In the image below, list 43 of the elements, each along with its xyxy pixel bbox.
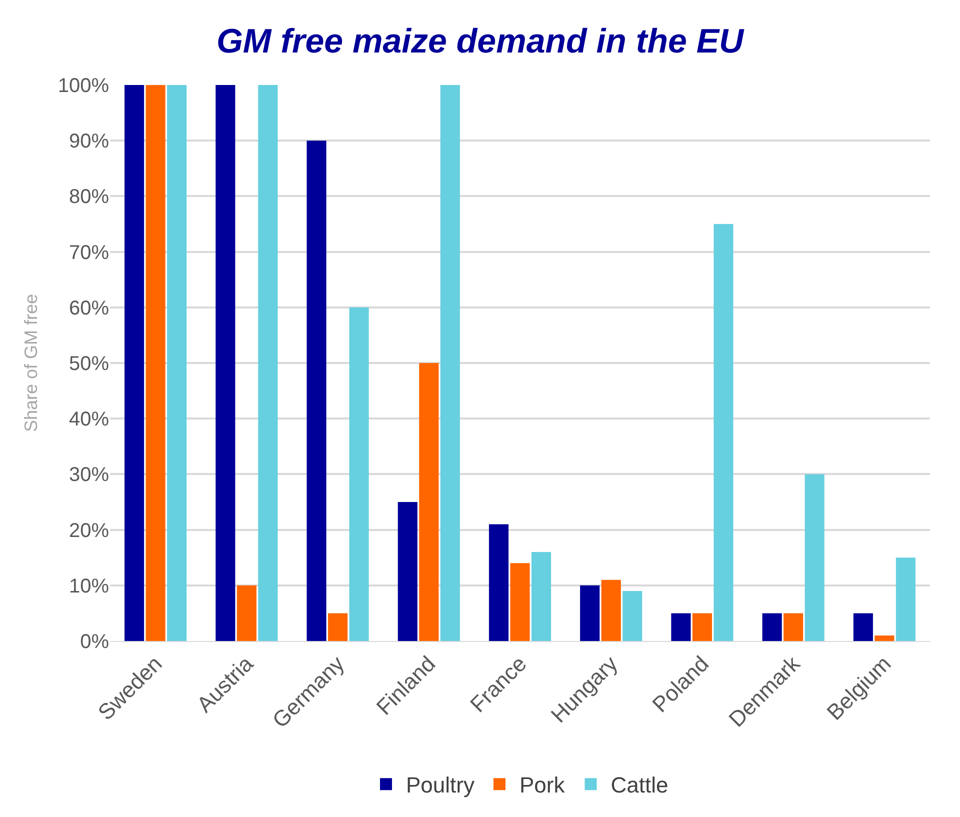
bar	[510, 563, 530, 641]
bar	[531, 552, 552, 641]
y-tick-label: 10%	[68, 575, 110, 598]
bar	[784, 613, 804, 641]
bar	[622, 590, 642, 641]
bar	[419, 363, 439, 641]
y-tick-label: 50%	[68, 353, 110, 375]
bar	[236, 585, 256, 641]
bar	[762, 613, 782, 641]
bar	[580, 585, 600, 641]
bar	[853, 613, 873, 641]
legend-label: Cattle	[610, 772, 668, 798]
y-tick-label: 60%	[68, 297, 110, 320]
bar	[349, 307, 369, 641]
y-tick-label: 70%	[68, 242, 110, 264]
y-tick-label: 90%	[68, 130, 110, 153]
bar	[804, 474, 824, 641]
bar	[714, 224, 734, 641]
bar	[167, 85, 187, 641]
bar	[398, 502, 418, 641]
bar	[692, 613, 712, 641]
bar	[896, 558, 916, 641]
y-tick-label: 20%	[68, 520, 110, 542]
y-tick-label: 80%	[68, 186, 110, 208]
legend-label: Pork	[519, 772, 566, 798]
y-tick-label: 100%	[58, 75, 110, 97]
y-axis-title: Share of GM free	[21, 294, 42, 432]
bar	[306, 140, 326, 641]
y-tick-label: 0%	[80, 631, 110, 653]
bar	[124, 85, 144, 641]
bar	[671, 613, 691, 641]
y-tick-label: 40%	[68, 408, 110, 431]
bar	[216, 85, 236, 641]
bar	[328, 613, 348, 641]
bar	[258, 85, 278, 641]
chart-title: GM free maize demand in the EU	[216, 22, 745, 60]
legend-label: Poultry	[406, 772, 474, 798]
bar	[440, 85, 460, 641]
bar	[488, 524, 509, 641]
bar	[874, 635, 894, 641]
bar	[601, 580, 621, 641]
bar	[146, 85, 166, 641]
y-tick-label: 30%	[68, 464, 110, 486]
